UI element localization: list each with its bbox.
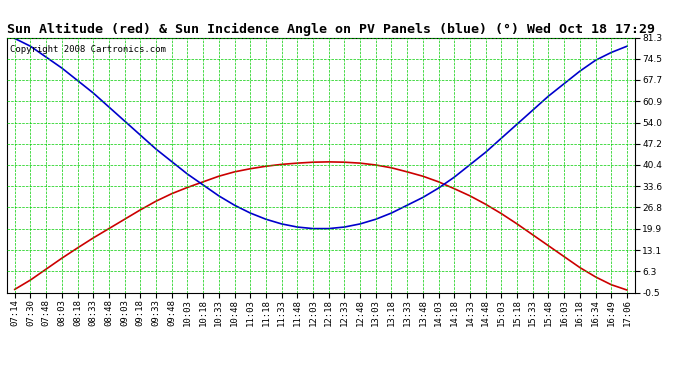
Text: Sun Altitude (red) & Sun Incidence Angle on PV Panels (blue) (°) Wed Oct 18 17:2: Sun Altitude (red) & Sun Incidence Angle… (7, 23, 655, 36)
Text: Copyright 2008 Cartronics.com: Copyright 2008 Cartronics.com (10, 45, 166, 54)
